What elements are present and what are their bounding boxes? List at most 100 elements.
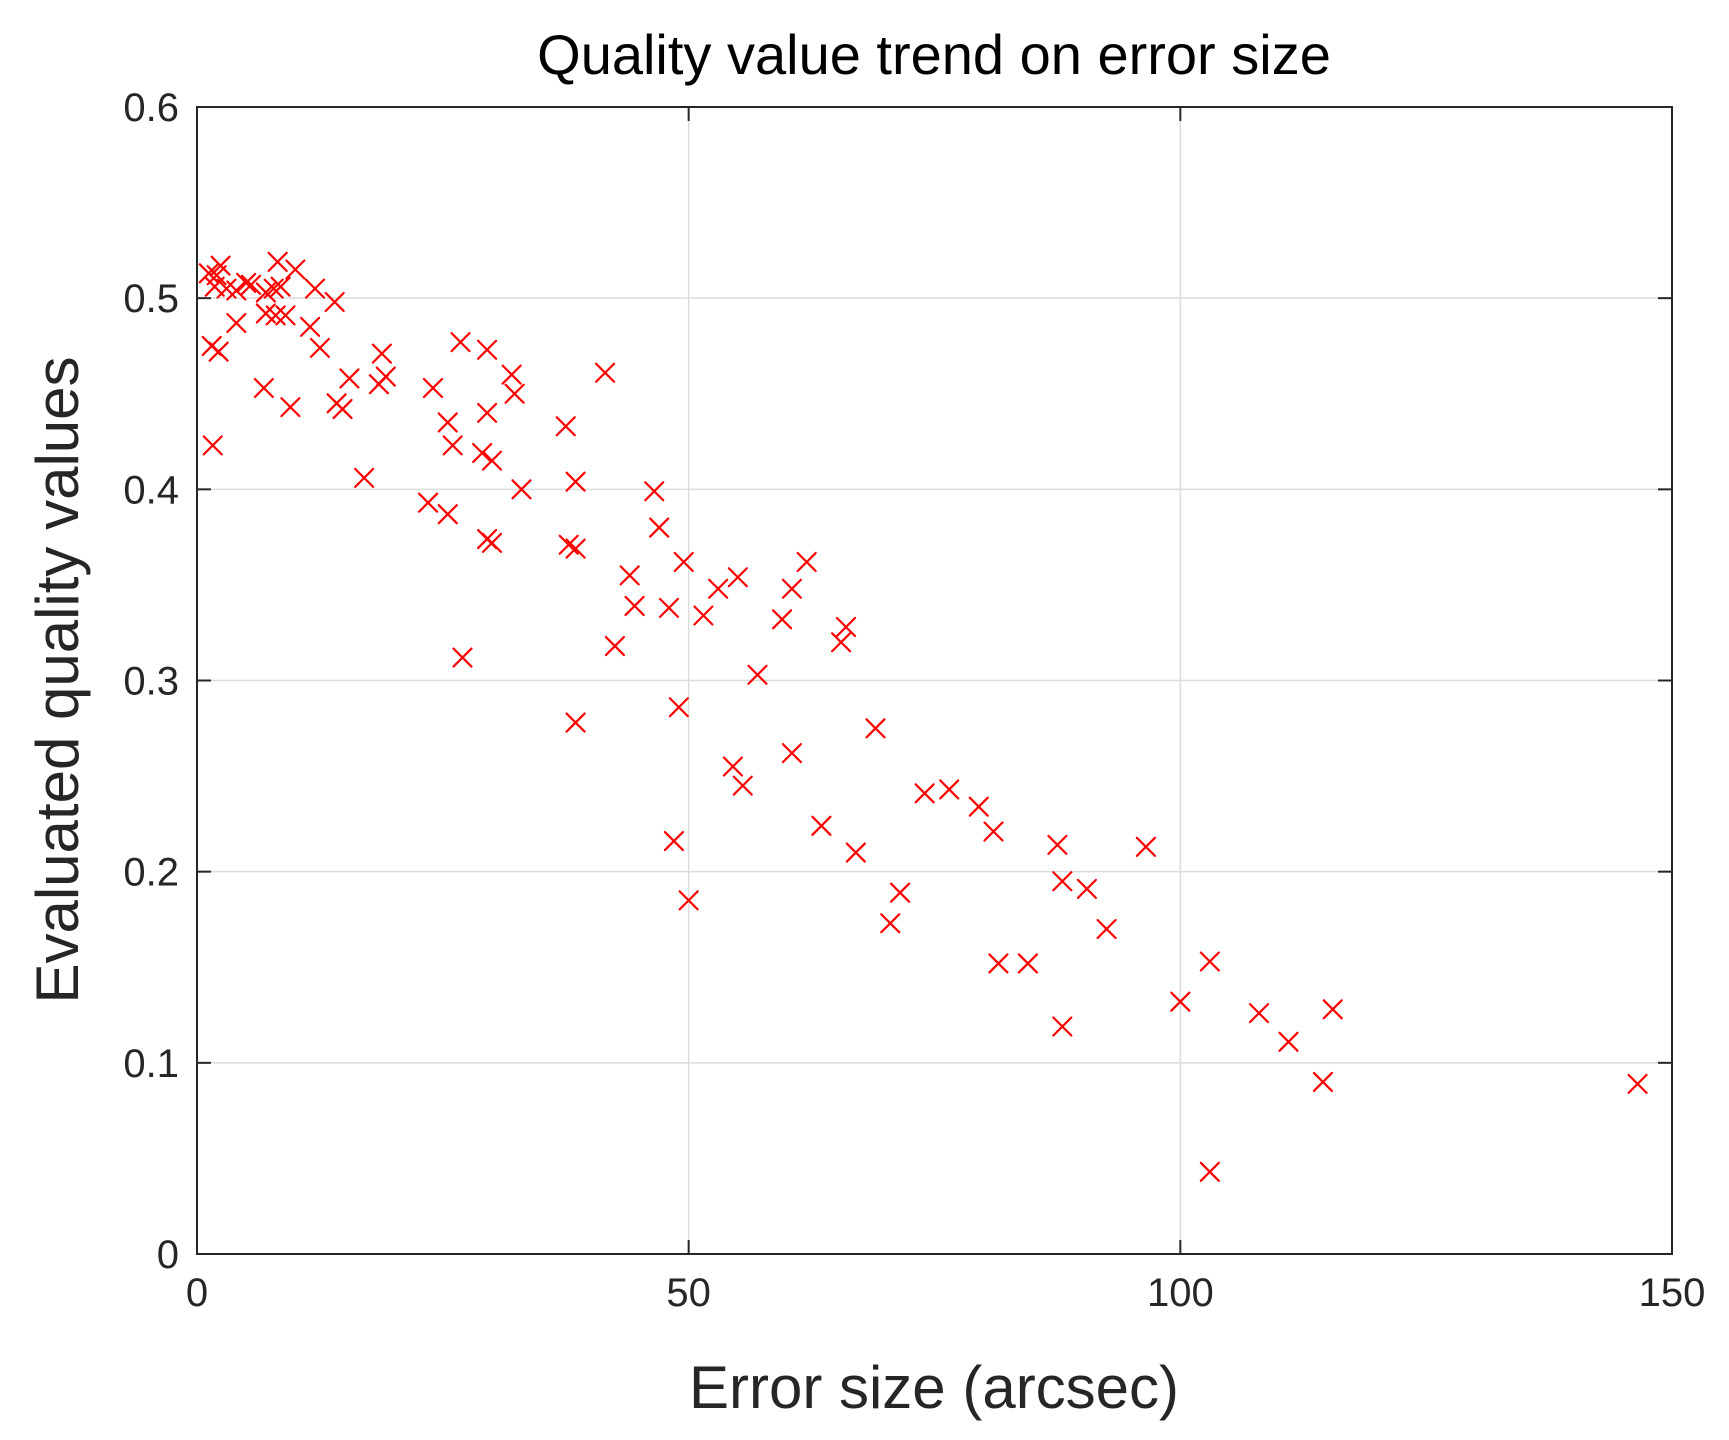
data-point-marker: [1278, 1031, 1299, 1052]
data-point-marker: [299, 316, 321, 337]
data-point-marker: [450, 332, 471, 353]
data-point-marker: [939, 779, 960, 800]
data-point-marker: [781, 743, 803, 764]
y-tick-label: 0.1: [123, 1042, 179, 1086]
data-point-marker: [678, 890, 699, 911]
x-tick-label: 100: [1147, 1271, 1214, 1315]
data-point-marker: [226, 312, 247, 334]
data-point-marker: [796, 551, 817, 573]
y-tick-label: 0.6: [123, 86, 179, 130]
data-point-marker: [594, 362, 616, 383]
data-point-marker: [845, 842, 866, 863]
data-point-marker: [206, 265, 227, 286]
data-point-marker: [1052, 871, 1073, 892]
data-point-marker: [1052, 1016, 1073, 1037]
data-point-marker: [422, 377, 444, 399]
data-point-marker: [811, 815, 832, 836]
x-tick-label: 50: [666, 1271, 711, 1315]
data-point-marker: [280, 397, 301, 418]
data-point-marker: [481, 450, 503, 471]
data-point-marker: [889, 882, 911, 903]
data-point-marker: [226, 280, 247, 301]
data-point-marker: [270, 276, 291, 297]
data-point-marker: [236, 272, 257, 293]
data-point-marker: [663, 830, 685, 852]
data-point-marker: [202, 435, 223, 456]
data-point-marker: [501, 364, 522, 385]
y-axis-label: Evaluated quality values: [24, 356, 91, 1003]
data-point-marker: [1199, 1161, 1220, 1182]
data-point-marker: [309, 337, 331, 358]
y-tick-label: 0.5: [123, 277, 179, 321]
data-point-marker: [417, 492, 439, 513]
data-point-marker: [555, 416, 576, 437]
data-point-marker: [198, 263, 219, 284]
data-point-marker: [1047, 834, 1068, 856]
data-point-marker: [865, 718, 886, 739]
data-point-marker: [437, 412, 458, 433]
y-tick-labels: 0 0.1 0.2 0.3 0.4 0.5 0.6: [123, 86, 179, 1277]
data-point-marker: [442, 435, 463, 456]
data-point-marker: [263, 278, 284, 299]
data-point-marker: [1076, 878, 1098, 899]
x-tick-label: 150: [1639, 1271, 1706, 1315]
data-point-marker: [1322, 999, 1343, 1020]
data-point-marker: [835, 616, 857, 638]
data-point-marker: [304, 278, 326, 299]
data-point-marker: [324, 291, 345, 313]
y-tick-label: 0.4: [123, 468, 179, 512]
data-point-marker: [476, 402, 498, 423]
data-point-marker: [1170, 991, 1191, 1012]
data-point-marker: [1017, 953, 1039, 974]
axis-ticks: [196, 106, 1673, 1255]
x-tick-labels: 0 50 100 150: [186, 1271, 1706, 1315]
data-point-marker: [988, 953, 1009, 974]
data-point-marker: [1135, 836, 1157, 857]
data-point-marker: [727, 567, 748, 588]
data-point-marker: [708, 578, 729, 599]
data-point-marker: [1096, 918, 1117, 940]
data-point-marker: [619, 565, 640, 586]
y-tick-label: 0.2: [123, 851, 179, 895]
data-point-marker: [472, 442, 493, 464]
data-point-marker: [481, 532, 503, 553]
x-axis-label: Error size (arcsec): [689, 1354, 1179, 1421]
data-point-marker: [339, 368, 360, 389]
data-point-marker: [747, 664, 768, 685]
data-point-marker: [332, 398, 353, 420]
data-point-marker: [285, 259, 306, 280]
data-point-marker: [476, 339, 498, 360]
data-point-marker: [668, 697, 689, 718]
data-point-marker: [771, 609, 793, 630]
data-point-marker: [693, 605, 714, 626]
data-point-marker: [267, 251, 288, 272]
data-point-marker: [644, 481, 665, 502]
data-point-marker: [649, 517, 670, 538]
data-point-marker: [1199, 951, 1220, 972]
data-point-marker: [673, 551, 694, 573]
data-point-marker: [511, 479, 532, 500]
data-point-marker: [830, 632, 852, 653]
data-point-marker: [565, 471, 586, 492]
data-point-marker: [265, 305, 286, 326]
data-points: [198, 251, 1648, 1182]
data-point-marker: [732, 775, 753, 796]
data-point-marker: [968, 796, 989, 817]
data-point-marker: [781, 578, 803, 599]
data-point-marker: [253, 377, 274, 399]
x-tick-label: 0: [186, 1271, 208, 1315]
data-point-marker: [504, 383, 525, 404]
data-point-marker: [208, 341, 229, 362]
data-point-marker: [565, 538, 586, 559]
data-point-marker: [1312, 1071, 1334, 1093]
y-tick-label: 0: [157, 1233, 179, 1277]
data-point-marker: [658, 597, 680, 618]
data-point-marker: [240, 274, 262, 295]
data-point-marker: [914, 783, 935, 804]
grid-lines: [197, 107, 1672, 1254]
data-point-marker: [437, 504, 458, 525]
data-point-marker: [1248, 1003, 1270, 1024]
data-point-marker: [371, 343, 392, 364]
